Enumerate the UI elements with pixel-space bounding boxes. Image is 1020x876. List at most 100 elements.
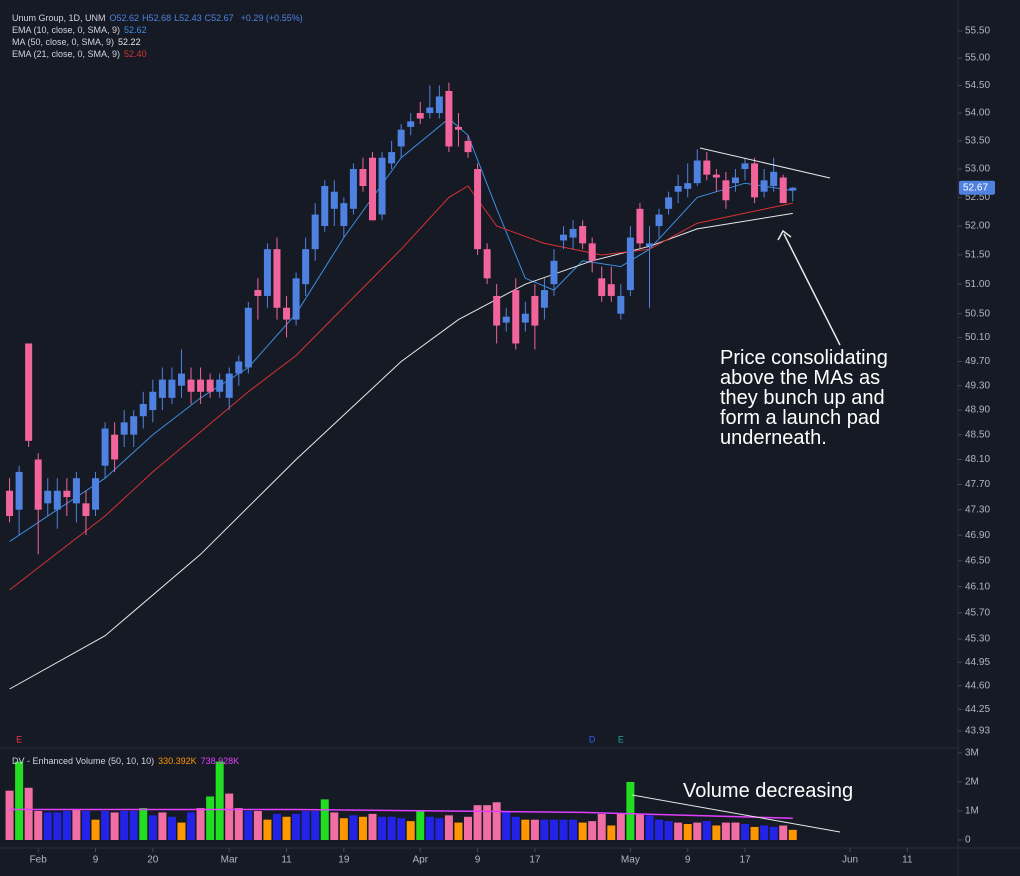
volume-bar	[234, 808, 243, 840]
y-tick-label: 44.60	[965, 680, 990, 691]
candle-body	[569, 228, 577, 238]
candle-body	[72, 478, 80, 504]
y-tick-label: 52.50	[965, 192, 990, 203]
volume-bar	[674, 822, 683, 840]
candle-body	[120, 422, 128, 435]
volume-bar	[101, 810, 110, 840]
candle-body	[216, 379, 224, 392]
volume-bar	[416, 810, 425, 840]
volume-bar	[588, 821, 597, 840]
y-tick-label: 47.70	[965, 479, 990, 490]
event-marker: E	[618, 734, 624, 744]
volume-bar	[358, 816, 367, 840]
volume-bar	[645, 815, 654, 840]
candle-body	[15, 471, 23, 510]
volume-bar	[502, 810, 511, 840]
ohlc-value: L52.43	[174, 13, 202, 23]
candle-body	[741, 163, 749, 170]
last-price-box	[959, 180, 995, 195]
annotation: Volume decreasing	[683, 781, 853, 801]
candle-body	[626, 237, 634, 291]
candle-body	[502, 316, 510, 323]
volume-bar	[196, 808, 205, 840]
candle-body	[435, 96, 443, 114]
candle-body	[63, 490, 71, 498]
candle-body	[388, 152, 396, 164]
volume-tick-label: 2M	[965, 777, 979, 788]
candle-body	[712, 174, 720, 178]
volume-bar	[72, 809, 81, 840]
candle-body	[254, 290, 262, 296]
y-tick-label: 54.50	[965, 80, 990, 91]
y-tick-label: 48.50	[965, 429, 990, 440]
volume-bar	[683, 824, 692, 840]
volume-bar	[167, 816, 176, 840]
candle-body	[369, 157, 377, 221]
volume-bar	[626, 781, 635, 840]
candle-body	[139, 403, 147, 417]
volume-bar	[339, 818, 348, 840]
volume-bar	[311, 810, 320, 840]
x-tick-label: 19	[338, 855, 350, 866]
volume-bar	[120, 810, 129, 840]
volume-bar	[607, 825, 616, 840]
volume-bar	[559, 819, 568, 840]
x-tick-label: Apr	[412, 855, 428, 866]
candle-body	[416, 113, 424, 119]
volume-tick-label: 0	[965, 835, 971, 846]
volume-bar	[253, 810, 262, 840]
x-tick-label: 9	[685, 855, 691, 866]
y-tick-label: 44.95	[965, 657, 990, 668]
candle-body	[225, 373, 233, 398]
volume-legend: DV - Enhanced Volume (50, 10, 10) 330.392…	[12, 756, 243, 766]
volume-bar	[655, 819, 664, 840]
arrow-head	[777, 229, 792, 241]
candle-body	[779, 177, 787, 204]
volume-value: 738.928K	[200, 756, 240, 766]
volume-bar	[158, 812, 167, 840]
indicator-legend: EMA (10, close, 0, SMA, 9) 52.62 MA (50, c…	[12, 24, 307, 60]
volume-bar	[549, 819, 558, 840]
candle-body	[684, 183, 692, 189]
trendline	[699, 147, 831, 179]
x-tick-label: Mar	[221, 855, 239, 866]
event-marker: D	[589, 734, 596, 744]
x-tick-label: 11	[902, 855, 913, 866]
volume-bar	[272, 813, 281, 840]
candle-body	[665, 197, 673, 209]
candle-body	[483, 249, 491, 279]
candle-body	[6, 490, 14, 517]
x-tick-label: Feb	[30, 855, 48, 866]
annotation: Price consolidating above the MAs as they …	[720, 348, 888, 448]
annotation-line: they bunch up and	[720, 387, 885, 409]
candle-body	[579, 226, 587, 244]
indicator-name: EMA (10, close, 0, SMA, 9)	[12, 25, 121, 35]
volume-bar	[473, 805, 482, 840]
axes: 55.50 55.00 54.50 54.00 53.50 53.00 52.50 52.00…	[30, 26, 995, 866]
volume-bar	[320, 799, 329, 840]
last-price-label: 52.67	[963, 182, 988, 193]
volume-bar	[483, 805, 492, 840]
volume-bar	[387, 816, 396, 840]
volume-bar	[521, 819, 530, 840]
candle-body	[770, 171, 778, 187]
volume-pane	[5, 761, 797, 840]
y-tick-label: 47.30	[965, 504, 990, 515]
volume-bar	[425, 816, 434, 840]
volume-bar	[292, 813, 301, 840]
volume-bar	[187, 812, 196, 840]
candle-body	[521, 313, 529, 323]
y-tick-label: 53.00	[965, 164, 990, 175]
volume-bar	[597, 813, 606, 840]
candle-body	[111, 434, 119, 460]
candle-body	[550, 260, 558, 285]
event-marker: E	[16, 734, 22, 744]
candle-body	[474, 169, 482, 250]
volume-bar	[454, 822, 463, 840]
volume-bar	[444, 815, 453, 840]
candle-body	[53, 490, 61, 510]
volume-bar	[664, 821, 673, 840]
